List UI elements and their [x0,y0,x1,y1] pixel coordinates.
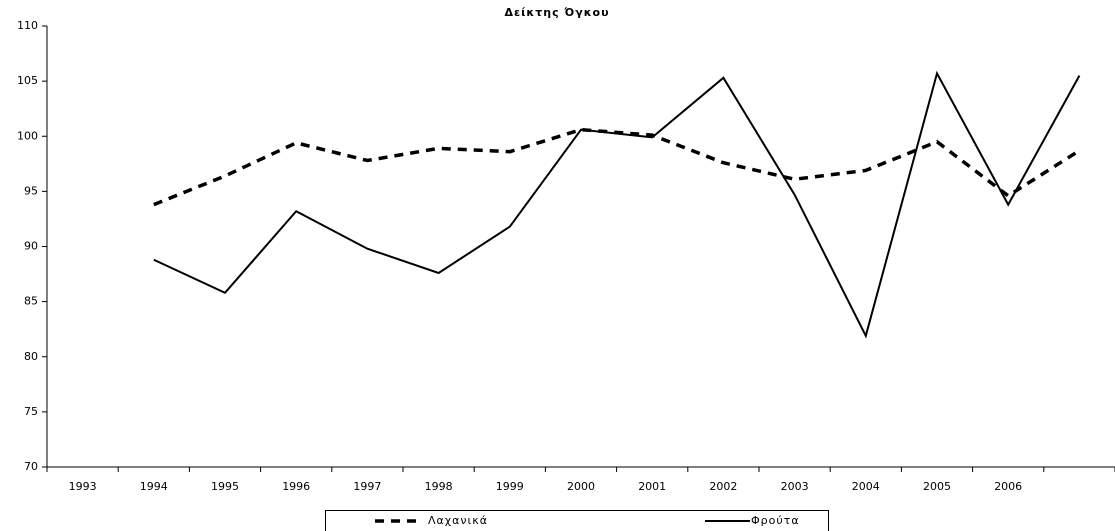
x-tick-label: 1994 [140,480,168,493]
legend-label: Λαχανικά [428,514,488,527]
y-tick-label: 80 [24,350,38,363]
x-tick-label: 2006 [994,480,1022,493]
y-tick-label: 70 [24,460,38,473]
y-tick-label: 90 [24,240,38,253]
y-tick-label: 105 [17,74,38,87]
x-tick-label: 1996 [282,480,310,493]
x-tick-label: 2001 [638,480,666,493]
x-tick-label: 2002 [709,480,737,493]
legend-box [325,510,829,531]
series-line [153,70,1081,339]
x-tick-label: 2000 [567,480,595,493]
x-tick-label: 1993 [69,480,97,493]
y-tick-label: 85 [24,295,38,308]
x-tick-label: 1997 [353,480,381,493]
y-tick-label: 95 [24,184,38,197]
y-tick-label: 100 [17,129,38,142]
legend-label: Φρούτα [751,514,800,527]
x-tick-label: 2004 [852,480,880,493]
x-tick-label: 1998 [425,480,453,493]
y-tick-label: 110 [17,19,38,32]
x-tick-label: 1995 [211,480,239,493]
chart-title: Δείκτης Όγκου [504,6,609,19]
x-tick-label: 1999 [496,480,524,493]
x-tick-label: 2003 [781,480,809,493]
y-tick-label: 75 [24,405,38,418]
series-line [153,127,1081,207]
x-tick-label: 2005 [923,480,951,493]
